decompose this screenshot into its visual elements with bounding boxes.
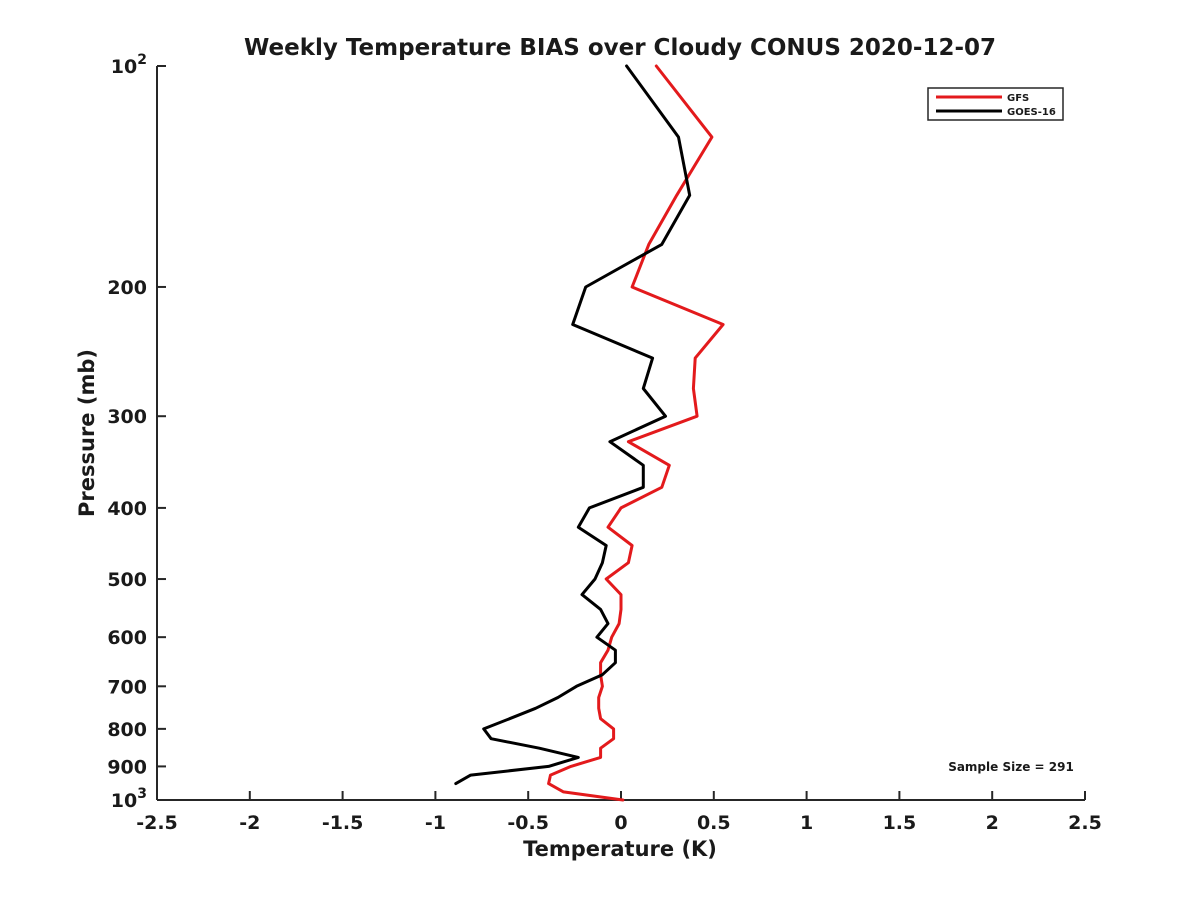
- y-tick-label: 400: [107, 498, 147, 520]
- x-tick-label: 0.5: [697, 812, 731, 834]
- legend-label: GFS: [1007, 93, 1029, 104]
- x-axis-label: Temperature (K): [523, 837, 717, 861]
- x-tick-label: 2: [986, 812, 999, 834]
- y-tick-label: 800: [107, 719, 147, 741]
- y-tick-label: 900: [107, 756, 147, 778]
- legend-label: GOES-16: [1007, 107, 1056, 118]
- sample-size-annotation: Sample Size = 291: [948, 760, 1074, 774]
- y-axis-label: Pressure (mb): [75, 349, 99, 517]
- legend: GFS GOES-16: [927, 87, 1064, 121]
- x-tick-label: -1.5: [322, 812, 364, 834]
- series-line-goes-16: [454, 64, 692, 786]
- x-tick-label: -0.5: [507, 812, 549, 834]
- y-tick-label: 500: [107, 569, 147, 591]
- x-tick-label: 1.5: [883, 812, 917, 834]
- y-tick-label: 200: [107, 277, 147, 299]
- y-tick-label: 102: [111, 52, 147, 78]
- legend-box: [927, 87, 1064, 121]
- x-tick-label: 0: [614, 812, 627, 834]
- plot-area: -2.5 -2 -1.5 -1 -0.5 0 0.5 1 1.5 2 2.5 102 200 300 40…: [107, 52, 1102, 834]
- y-tick-label: 600: [107, 627, 147, 649]
- x-tick-label: -2.5: [136, 812, 178, 834]
- y-tick-label: 300: [107, 406, 147, 428]
- x-tick-label: 1: [800, 812, 813, 834]
- chart-title: Weekly Temperature BIAS over Cloudy CONU…: [244, 35, 996, 61]
- x-tick-label: -1: [425, 812, 446, 834]
- x-tick-label: 2.5: [1068, 812, 1102, 834]
- x-tick-label: -2: [239, 812, 260, 834]
- y-tick-label: 700: [107, 676, 147, 698]
- series-layer: [454, 64, 725, 802]
- y-axis-ticks: 102 200 300 400 500 600 700 800 900 103: [107, 52, 166, 812]
- series-line-gfs: [547, 64, 725, 802]
- x-axis-ticks: -2.5 -2 -1.5 -1 -0.5 0 0.5 1 1.5 2 2.5: [136, 791, 1102, 834]
- y-tick-label: 103: [111, 786, 147, 812]
